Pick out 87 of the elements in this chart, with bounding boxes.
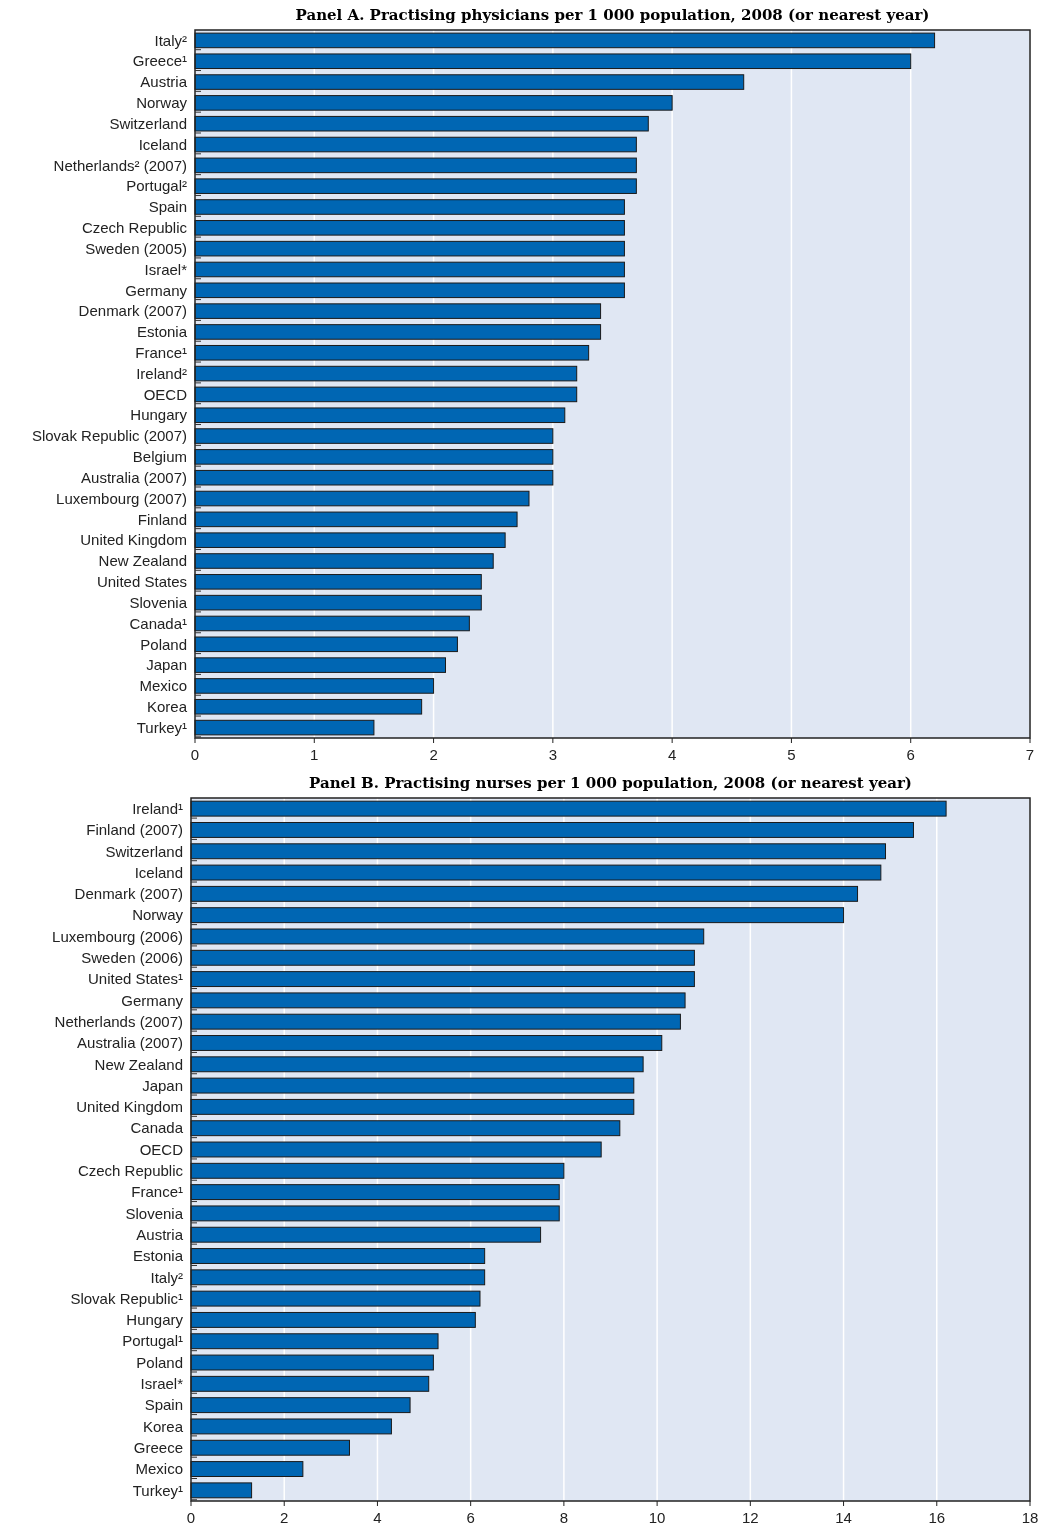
y-tick-label: Czech Republic <box>81 219 188 237</box>
x-tick-label: 6 <box>466 1509 475 1526</box>
y-tick-label: Ireland² <box>136 364 187 382</box>
y-tick-label: Iceland <box>138 135 187 153</box>
y-tick-label: Italy² <box>154 31 187 49</box>
chart-title: Panel A. Practising physicians per 1 000 population, 2008 (or nearest year) <box>295 6 930 24</box>
chart-title: Panel B. Practising nurses per 1 000 population, 2008 (or nearest year) <box>309 774 912 792</box>
y-tick-label: OECD <box>139 1140 184 1158</box>
x-tick-label: 4 <box>373 1509 382 1526</box>
y-tick-label: Norway <box>136 94 188 112</box>
x-tick-label: 8 <box>559 1509 569 1526</box>
y-tick-label: Poland <box>136 1353 183 1371</box>
x-tick-label: 3 <box>548 746 558 763</box>
y-tick-label: United Kingdom <box>80 531 187 549</box>
x-tick-label: 4 <box>667 746 677 763</box>
y-tick-label: Greece¹ <box>132 52 187 70</box>
y-tick-label: Italy² <box>150 1268 183 1286</box>
y-tick-label: Slovak Republic (2007) <box>31 427 187 445</box>
x-tick-label: 5 <box>787 746 796 763</box>
x-tick-label: 10 <box>648 1509 666 1526</box>
y-tick-label: Netherlands² (2007) <box>53 156 187 174</box>
x-tick-label: 14 <box>835 1509 852 1526</box>
x-tick-label: 2 <box>429 746 438 763</box>
y-tick-label: Finland (2007) <box>86 821 183 839</box>
y-tick-label: Korea <box>142 1417 184 1435</box>
y-tick-label: New Zealand <box>98 552 187 570</box>
y-tick-label: Netherlands (2007) <box>54 1012 183 1030</box>
y-tick-label: United Kingdom <box>76 1098 183 1116</box>
y-tick-label: Germany <box>121 991 184 1009</box>
y-tick-label: Portugal¹ <box>122 1332 183 1350</box>
y-tick-label: Switzerland <box>105 842 183 860</box>
y-tick-label: Switzerland <box>109 114 187 132</box>
y-tick-label: Sweden (2005) <box>85 239 187 257</box>
y-tick-label: Estonia <box>136 323 188 341</box>
y-tick-label: Luxembourg (2007) <box>56 489 187 507</box>
y-tick-label: Israel* <box>144 260 188 278</box>
y-tick-label: Korea <box>146 698 188 716</box>
y-tick-label: Spain <box>148 198 187 216</box>
y-tick-label: France¹ <box>131 1183 183 1201</box>
x-tick-label: 2 <box>280 1509 289 1526</box>
y-tick-label: Portugal² <box>126 177 187 195</box>
y-tick-label: Israel* <box>140 1375 184 1393</box>
y-tick-label: Turkey¹ <box>136 718 187 736</box>
x-tick-label: 0 <box>186 1509 196 1526</box>
y-tick-label: Hungary <box>130 406 188 424</box>
y-tick-label: New Zealand <box>94 1055 183 1073</box>
y-tick-label: United States <box>96 573 187 591</box>
y-tick-label: Iceland <box>134 863 183 881</box>
y-tick-label: Canada <box>130 1119 184 1137</box>
y-tick-label: Slovak Republic¹ <box>70 1289 183 1307</box>
y-tick-label: Australia (2007) <box>81 468 187 486</box>
x-tick-label: 6 <box>906 746 915 763</box>
y-tick-label: Belgium <box>132 448 187 466</box>
x-tick-label: 16 <box>928 1509 946 1526</box>
y-tick-label: Mexico <box>139 677 187 695</box>
y-tick-label: Poland <box>140 635 187 653</box>
y-tick-label: Canada¹ <box>129 614 187 632</box>
y-tick-label: Australia (2007) <box>77 1034 183 1052</box>
y-tick-label: OECD <box>143 385 188 403</box>
y-tick-label: Estonia <box>132 1247 184 1265</box>
y-tick-label: Norway <box>132 906 184 924</box>
x-tick-label: 1 <box>310 746 319 763</box>
y-tick-label: Japan <box>142 1076 183 1094</box>
x-tick-label: 18 <box>1021 1509 1039 1526</box>
y-tick-label: Mexico <box>135 1460 183 1478</box>
y-tick-label: Germany <box>125 281 188 299</box>
y-tick-label: Austria <box>136 1225 184 1243</box>
x-tick-label: 12 <box>741 1509 759 1526</box>
y-tick-label: Turkey¹ <box>132 1481 183 1499</box>
y-tick-label: Denmark (2007) <box>78 302 187 320</box>
y-tick-label: Czech Republic <box>77 1162 184 1180</box>
y-tick-label: Greece <box>133 1438 183 1456</box>
x-tick-label: 0 <box>190 746 200 763</box>
y-tick-label: France¹ <box>135 344 187 362</box>
y-tick-label: Luxembourg (2006) <box>52 927 183 945</box>
y-tick-label: Slovenia <box>125 1204 184 1222</box>
y-tick-label: United States¹ <box>87 970 183 988</box>
y-tick-label: Spain <box>144 1396 183 1414</box>
y-tick-label: Austria <box>140 73 188 91</box>
y-tick-label: Japan <box>146 656 187 674</box>
y-tick-label: Slovenia <box>129 593 188 611</box>
y-tick-label: Denmark (2007) <box>74 885 183 903</box>
y-tick-label: Sweden (2006) <box>81 949 183 967</box>
y-tick-label: Hungary <box>126 1311 184 1329</box>
y-tick-label: Ireland¹ <box>132 799 183 817</box>
x-tick-label: 7 <box>1025 746 1035 763</box>
y-tick-label: Finland <box>137 510 187 528</box>
